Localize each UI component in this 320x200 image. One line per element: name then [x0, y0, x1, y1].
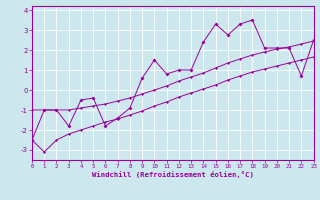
X-axis label: Windchill (Refroidissement éolien,°C): Windchill (Refroidissement éolien,°C): [92, 171, 254, 178]
